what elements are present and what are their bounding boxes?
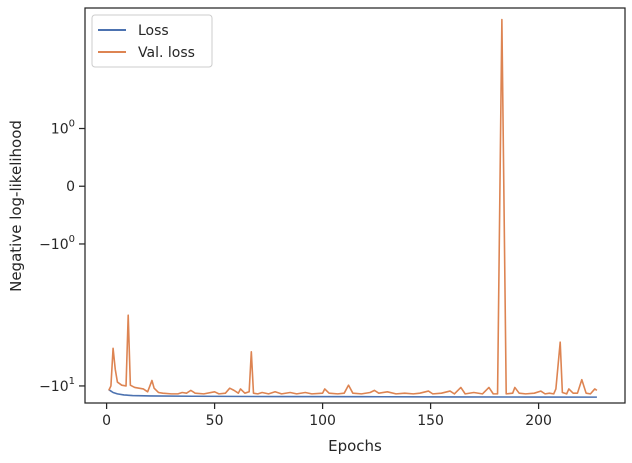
x-tick-label: 200 [525, 413, 552, 429]
x-axis-ticks: 0 50 100 150 200 [102, 403, 552, 429]
series-layer [108, 18, 598, 398]
x-tick-label: 50 [206, 413, 224, 429]
series-line-0 [108, 388, 597, 398]
series-line-1 [108, 18, 598, 395]
y-tick-label: 0 [66, 179, 75, 195]
y-axis-label: Negative log-likelihood [7, 120, 25, 292]
y-tick-label: −100 [39, 234, 75, 253]
y-axis-ticks: −101 −100 0 100 [39, 119, 85, 395]
x-tick-label: 150 [417, 413, 444, 429]
x-tick-label: 0 [102, 413, 111, 429]
legend-box [91, 14, 213, 68]
legend-label-loss: Loss [138, 23, 169, 39]
legend: Loss Val. loss [91, 14, 213, 68]
x-axis-label: Epochs [328, 437, 382, 455]
x-tick-label: 100 [309, 413, 336, 429]
plot-frame [84, 7, 626, 404]
y-tick-label: 100 [51, 119, 75, 138]
y-tick-label: −101 [39, 376, 75, 395]
legend-label-val-loss: Val. loss [138, 45, 195, 61]
